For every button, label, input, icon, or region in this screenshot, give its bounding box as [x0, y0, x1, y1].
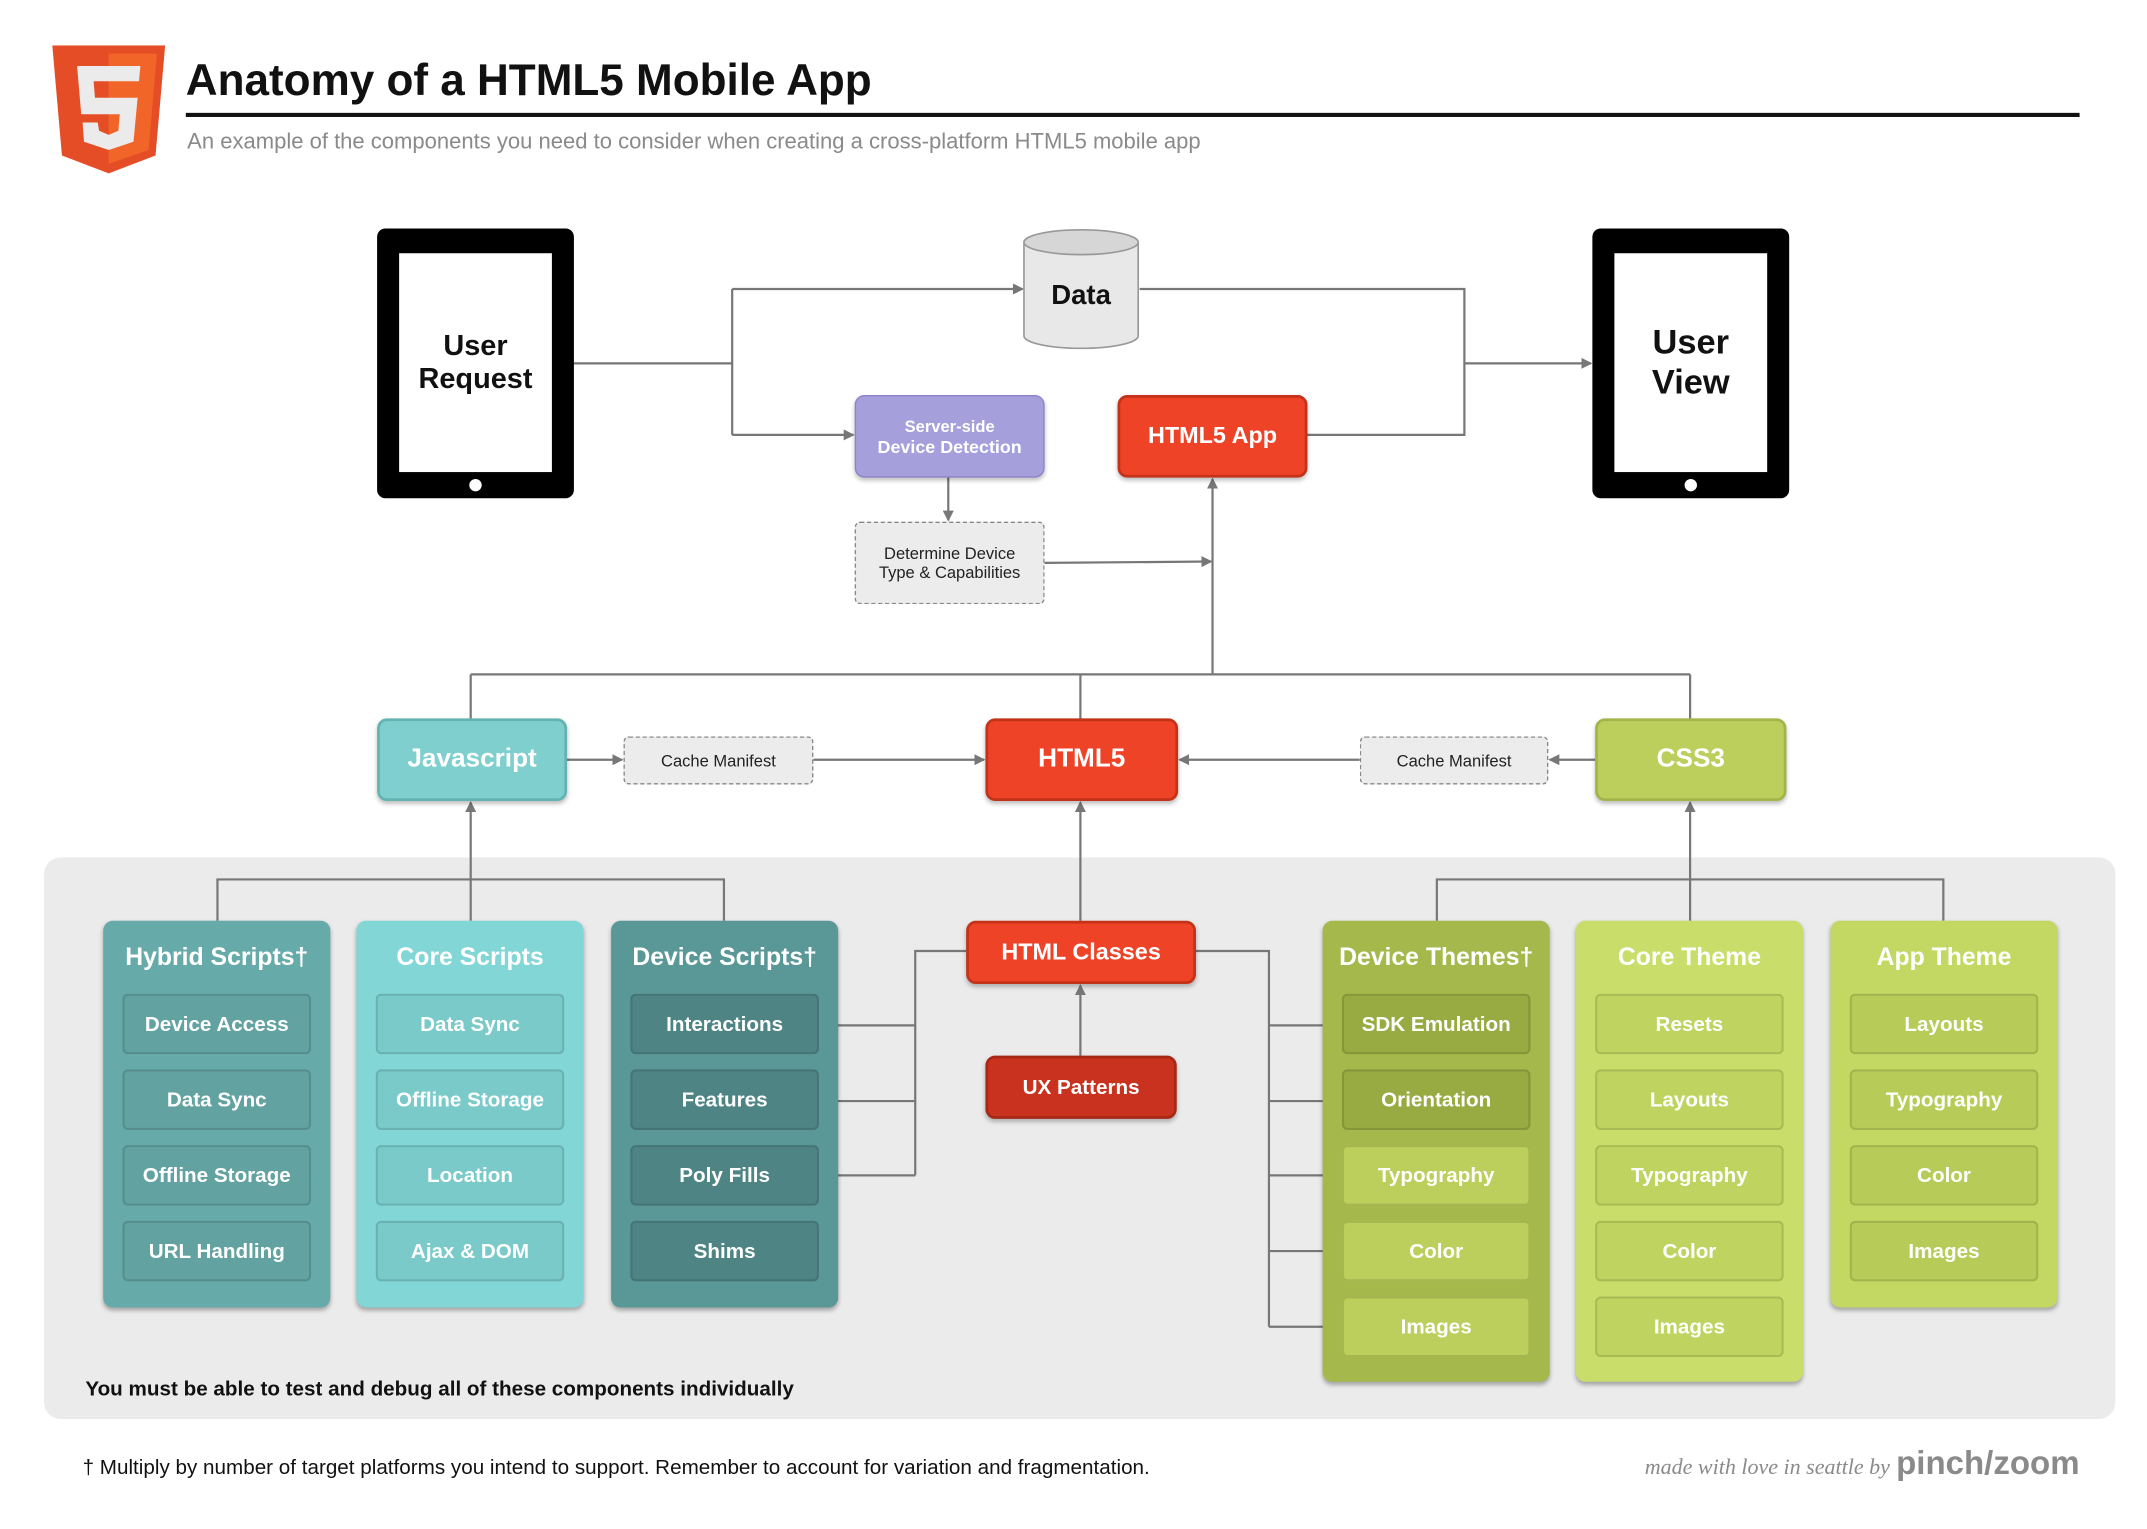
component-item: Data Sync [375, 993, 565, 1055]
component-item: Typography [1595, 1145, 1784, 1206]
title-divider [185, 112, 2080, 117]
server-side-device-detection: Server-side Device Detection [854, 394, 1045, 478]
component-item: Offline Storage [122, 1145, 312, 1206]
component-item: SDK Emulation [1341, 993, 1531, 1055]
server-detection-line1: Server-side [904, 416, 995, 436]
html-classes-box: HTML Classes [966, 920, 1197, 985]
component-item: Layouts [1849, 993, 2039, 1055]
component-item: Typography [1849, 1069, 2039, 1130]
css3-box: CSS3 [1595, 718, 1787, 802]
page-subtitle: An example of the components you need to… [187, 130, 1201, 155]
ux-patterns-box: UX Patterns [985, 1055, 1177, 1119]
component-item: Data Sync [122, 1069, 312, 1130]
component-item: Orientation [1341, 1069, 1531, 1130]
connector-line [1435, 878, 1945, 921]
page-title: Anatomy of a HTML5 Mobile App [185, 55, 872, 105]
home-button-icon [1684, 478, 1697, 492]
footnote: † Multiply by number of target platforms… [82, 1456, 1150, 1480]
component-item: Resets [1595, 993, 1784, 1055]
cache-manifest-left: Cache Manifest [623, 736, 814, 785]
database-icon [1023, 229, 1140, 350]
connector-line [1196, 949, 1271, 1327]
connector-line [1044, 556, 1213, 568]
connector-line [914, 949, 967, 1176]
component-item: Ajax & DOM [375, 1220, 565, 1282]
column-3: Device Scripts† Interactions Features Poly … [611, 920, 839, 1308]
determine-device-box: Determine Device Type & Capabilities [854, 521, 1045, 605]
html5-logo [52, 45, 166, 174]
javascript-box: Javascript [377, 718, 568, 802]
column-5: Core Theme Resets Layouts Typography Color Im… [1575, 920, 1803, 1382]
component-item: Color [1341, 1220, 1531, 1282]
column-1: Hybrid Scripts† Device Access Data Sync Off… [103, 920, 331, 1308]
connector-line [216, 878, 726, 921]
component-item: Images [1341, 1296, 1531, 1358]
column-title: App Theme [1876, 942, 2012, 971]
panel-note: You must be able to test and debug all o… [85, 1377, 794, 1402]
connector-line [1139, 287, 1466, 437]
data-label: Data [1051, 280, 1111, 312]
determine-line2: Type & Capabilities [878, 562, 1021, 583]
component-item: Layouts [1595, 1069, 1784, 1130]
component-item: Color [1849, 1145, 2039, 1206]
column-title: Core Theme [1617, 942, 1761, 971]
user-view-label: User View [1614, 253, 1768, 473]
component-item: Offline Storage [375, 1069, 565, 1130]
credit-text: made with love in seattle by [1644, 1456, 1890, 1480]
html5-app-box: HTML5 App [1117, 394, 1308, 478]
home-button-icon [469, 478, 482, 492]
component-item: Poly Fills [630, 1145, 819, 1206]
column-4: Device Themes† SDK Emulation Orientation Ty… [1322, 920, 1550, 1382]
column-title: Hybrid Scripts† [125, 942, 309, 971]
column-title: Device Scripts† [632, 942, 817, 971]
column-6: App Theme Layouts Typography Color Images [1830, 920, 2058, 1308]
component-item: Typography [1341, 1145, 1531, 1206]
component-item: Features [630, 1069, 819, 1130]
component-item: Interactions [630, 993, 819, 1055]
component-item: Images [1849, 1220, 2039, 1282]
column-title: Device Themes† [1339, 942, 1534, 971]
user-view-device: User View [1592, 228, 1790, 499]
component-item: Shims [630, 1220, 819, 1282]
column-2: Core Scripts Data Sync Offline Storage Loca… [356, 920, 584, 1308]
user-request-device: User Request [377, 228, 574, 499]
component-item: Location [375, 1145, 565, 1206]
determine-line1: Determine Device [884, 543, 1016, 563]
cache-manifest-right: Cache Manifest [1359, 736, 1549, 785]
credit: made with love in seattle by pinch/zoom [1601, 1445, 2080, 1484]
column-title: Core Scripts [396, 942, 544, 971]
user-request-label: User Request [399, 253, 552, 473]
component-item: URL Handling [122, 1220, 312, 1282]
html5-box: HTML5 [985, 718, 1179, 802]
component-item: Device Access [122, 993, 312, 1055]
component-item: Images [1595, 1296, 1784, 1358]
server-detection-line2: Device Detection [877, 435, 1022, 457]
component-item: Color [1595, 1220, 1784, 1282]
pinch-zoom-logo: pinch/zoom [1896, 1445, 2080, 1483]
